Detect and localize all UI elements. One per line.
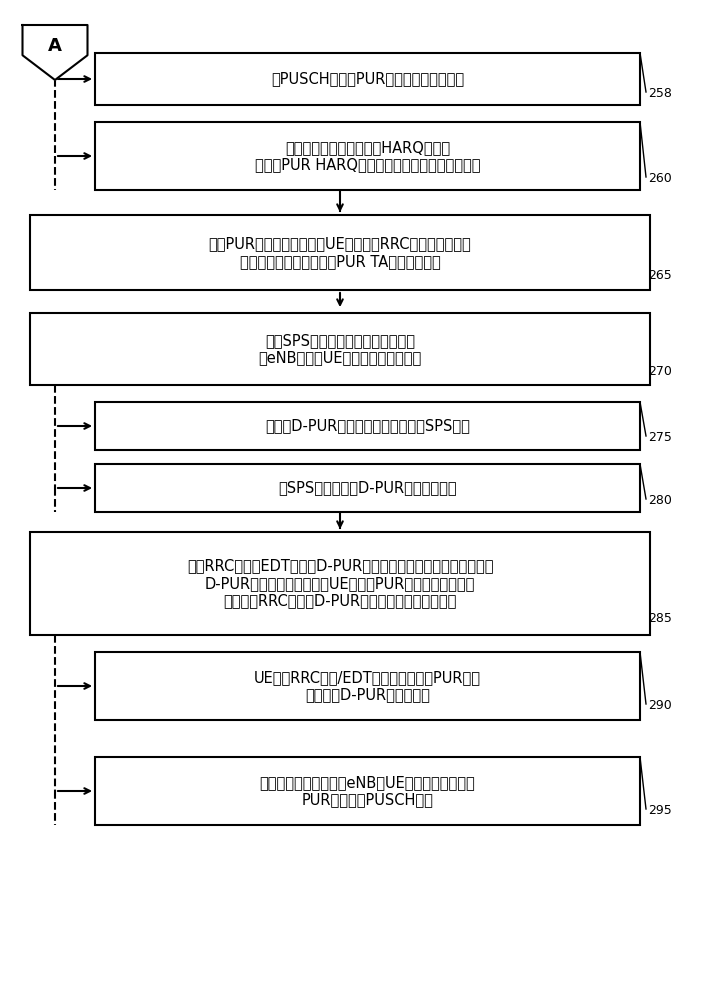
Text: 275: 275 (648, 431, 672, 444)
Text: 使PUSCH资源与PUR会话最大地重叠；或: 使PUSCH资源与PUR会话最大地重叠；或 (271, 72, 464, 87)
Text: 295: 295 (648, 804, 672, 817)
Text: 如果SPS被支持用于专用模式传输，
则eNB可以将UE配置为以下两者之一: 如果SPS被支持用于专用模式传输， 则eNB可以将UE配置为以下两者之一 (258, 333, 422, 365)
Text: 290: 290 (648, 699, 672, 712)
Text: 260: 260 (648, 172, 672, 185)
FancyBboxPatch shape (30, 313, 650, 385)
Text: 265: 265 (648, 269, 672, 282)
Text: 285: 285 (648, 612, 672, 625)
Text: 将SPS传输推后到D-PUR资源位置之外: 将SPS传输推后到D-PUR资源位置之外 (278, 481, 457, 495)
Text: 关于成功的分组传输，eNB和UE还针对即将到来的
PUR时机释放PUSCH资源: 关于成功的分组传输，eNB和UE还针对即将到来的 PUR时机释放PUSCH资源 (260, 775, 476, 807)
Polygon shape (23, 25, 87, 80)
Text: 如果RRC连接或EDT正好在D-PUR时机之前被建立，以递送意在用于
D-PUR的相同数据，因为在UE处针对PUR的条件不被满足，
并且如果RRC连接在D-PU: 如果RRC连接或EDT正好在D-PUR时机之前被建立，以递送意在用于 D-PUR… (187, 559, 493, 608)
FancyBboxPatch shape (95, 402, 640, 450)
Text: 管理与专用连接相关联的HARQ过程，
以允许PUR HARQ过程传输与专用连接并行地发生: 管理与专用连接相关联的HARQ过程， 以允许PUR HARQ过程传输与专用连接并… (255, 140, 480, 172)
Text: 如果PUR会话仍在进行，则UE将在释放RRC连接并且进入到
空闲模式之前将所保存的PUR TA更新到最新值: 如果PUR会话仍在进行，则UE将在释放RRC连接并且进入到 空闲模式之前将所保存… (209, 236, 471, 269)
Text: 258: 258 (648, 87, 672, 100)
Text: A: A (48, 37, 62, 55)
FancyBboxPatch shape (95, 652, 640, 720)
FancyBboxPatch shape (95, 757, 640, 825)
Text: 将用于D-PUR传输的资源位置推后到SPS之外: 将用于D-PUR传输的资源位置推后到SPS之外 (265, 418, 470, 434)
FancyBboxPatch shape (95, 122, 640, 190)
Text: UE指示RRC连接/EDT意在发送与下一PUR时机
相关联的D-PUR数据；以及: UE指示RRC连接/EDT意在发送与下一PUR时机 相关联的D-PUR数据；以及 (254, 670, 481, 702)
FancyBboxPatch shape (30, 215, 650, 290)
FancyBboxPatch shape (95, 53, 640, 105)
FancyBboxPatch shape (30, 532, 650, 635)
FancyBboxPatch shape (95, 464, 640, 512)
Text: 280: 280 (648, 494, 672, 507)
Text: 270: 270 (648, 365, 672, 378)
